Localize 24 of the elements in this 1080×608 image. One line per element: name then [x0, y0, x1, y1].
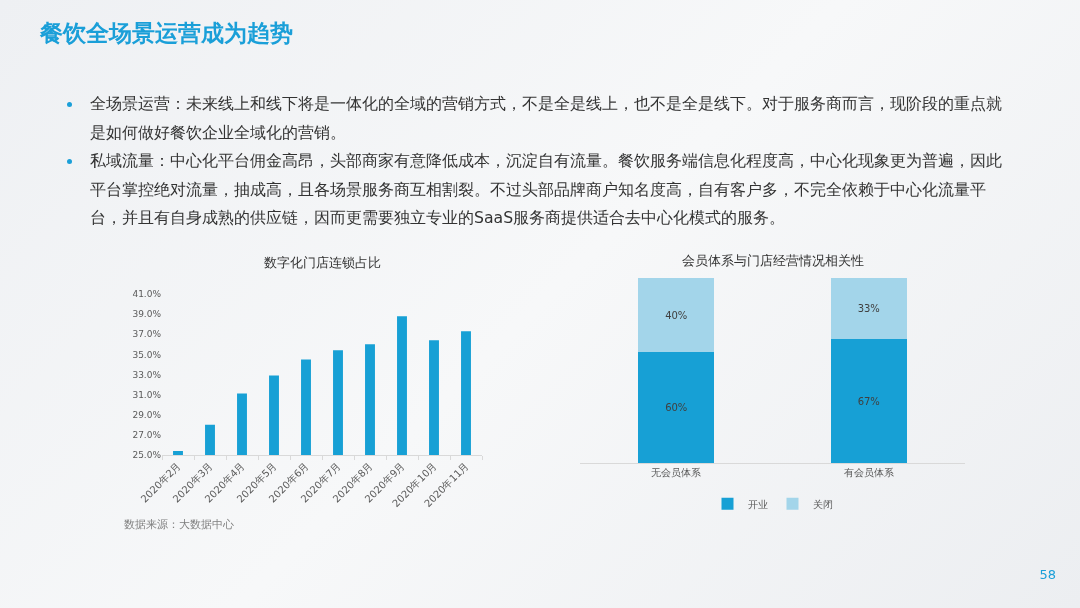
y-tick-label: 39.0%: [132, 309, 162, 320]
y-tick-label: 37.0%: [132, 329, 162, 340]
legend-label: 关闭: [812, 498, 833, 510]
text: 私域流量：中心化平台佣金高昂，头部商家有意降低成本，沉淀自有流量。餐饮服务端信息化程度高，中心化现象更为普遍，因此平台掌控绝对流量，抽成高，且各场景服务商互相割裂。不过头部品牌商户知名度高，自有客户多，不完全依赖于中心化流量平台，并且有自身成熟的供应链，因而更需要独立专业的SaaS服务商提供适合去中心化模式的服务。: [90, 151, 1002, 227]
text: 全场景运营：未来线上和线下将是一体化的全域的营销方式，不是全是线上，也不是全是线下。对于服务商而言，现阶段的重点就是如何做好餐饮企业全域化的营销。: [90, 94, 1002, 142]
y-tick-label: 29.0%: [132, 409, 162, 420]
y-tick-label: 25.0%: [132, 450, 162, 461]
y-tick-label: 33.0%: [132, 369, 162, 380]
x-tick-label: 有会员体系: [843, 467, 894, 478]
y-tick-label: 27.0%: [132, 430, 162, 441]
text: 餐饮全场景运营成为趋势: [40, 19, 293, 48]
text: 58: [1039, 566, 1056, 584]
x-tick-label: 无会员体系: [651, 467, 702, 478]
chart-title: 会员体系与门店经营情况相关性: [681, 252, 864, 268]
data-label: 60%: [665, 402, 688, 413]
source-note: 数据来源：大数据中心: [124, 518, 234, 531]
legend-label: 开业: [747, 498, 768, 510]
chart-title: 数字化门店连锁占比: [263, 254, 381, 270]
data-label: 33%: [857, 303, 880, 315]
y-tick-label: 41.0%: [132, 289, 162, 300]
data-label: 40%: [665, 309, 688, 321]
data-label: 67%: [857, 395, 880, 407]
y-tick-label: 35.0%: [132, 349, 162, 360]
y-tick-label: 31.0%: [132, 389, 162, 400]
